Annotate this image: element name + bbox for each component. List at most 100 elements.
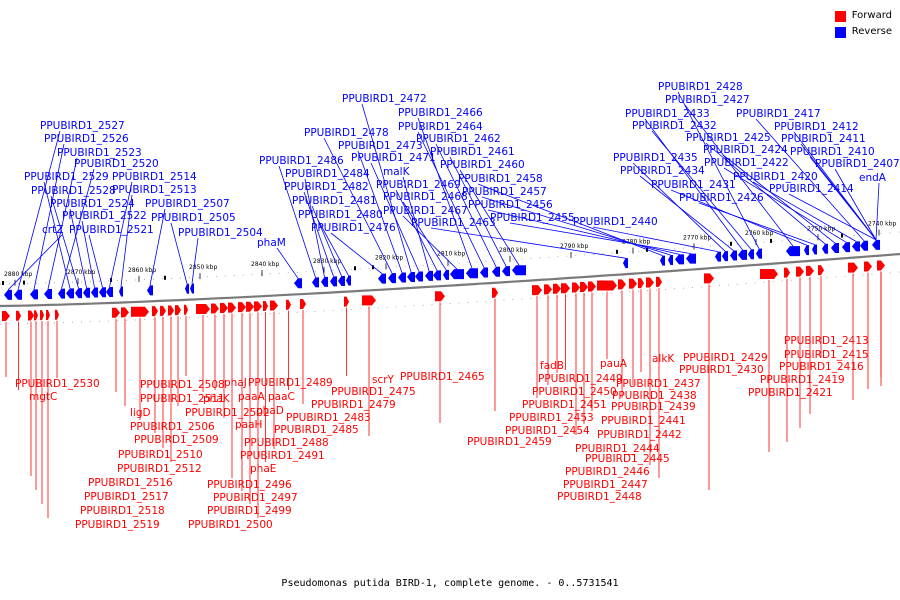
- reverse-gene: [738, 249, 747, 260]
- forward-gene-label: PPUBIRD1_2496: [207, 479, 292, 491]
- forward-gene-label: PPUBIRD1_2430: [679, 364, 764, 376]
- reverse-gene: [415, 271, 423, 282]
- forward-gene-label: PPUBIRD1_2442: [597, 429, 682, 441]
- reverse-gene-label-leader: [834, 168, 877, 241]
- forward-gene: [270, 300, 278, 311]
- reverse-gene-label: PPUBIRD1_2455: [490, 212, 575, 224]
- forward-gene-label: PPUBIRD1_2512: [117, 463, 202, 475]
- reverse-gene: [660, 255, 665, 266]
- reverse-gene: [119, 286, 123, 297]
- reverse-gene-label: PPUBIRD1_2412: [774, 121, 859, 133]
- forward-gene-label: fadB: [540, 360, 564, 372]
- reverse-gene: [147, 285, 153, 296]
- reverse-gene-label: PPUBIRD1_2417: [736, 108, 821, 120]
- legend-forward-label: Forward: [851, 10, 892, 21]
- forward-gene-label: PPUBIRD1_2413: [784, 335, 869, 347]
- forward-gene: [572, 282, 580, 293]
- reverse-gene: [722, 251, 728, 262]
- reverse-gene-label: PPUBIRD1_2457: [462, 186, 547, 198]
- reverse-gene-label-leader: [459, 169, 520, 266]
- reverse-gene-label: phaM: [257, 237, 286, 249]
- reverse-gene: [407, 271, 415, 282]
- reverse-gene: [872, 239, 880, 250]
- reverse-gene-label-leader: [755, 118, 865, 242]
- reverse-gene-label-leader: [109, 181, 133, 288]
- tick-label: 2740 kbp: [868, 221, 896, 228]
- reverse-gene: [466, 268, 478, 279]
- reverse-gene-label-leader: [370, 162, 420, 272]
- reverse-gene-label: PPUBIRD1_2460: [440, 159, 525, 171]
- forward-gene: [160, 305, 166, 316]
- forward-gene-label: PPUBIRD1_2489: [248, 377, 333, 389]
- reverse-gene-label: endA: [859, 172, 887, 184]
- reverse-gene: [190, 283, 194, 294]
- forward-gene-label: scrY: [372, 374, 395, 386]
- reverse-gene: [786, 246, 800, 257]
- gene-marker: [164, 275, 166, 280]
- reverse-gene: [4, 289, 12, 300]
- forward-gene-label: PPUBIRD1_2483: [286, 412, 371, 424]
- forward-gene: [561, 283, 570, 294]
- forward-gene: [597, 280, 617, 291]
- forward-gene-label: PPUBIRD1_2439: [611, 401, 696, 413]
- reverse-gene-label-leader: [449, 156, 507, 267]
- forward-gene: [2, 310, 10, 321]
- forward-gene: [112, 307, 120, 318]
- reverse-gene: [66, 288, 74, 299]
- forward-gene: [246, 301, 254, 312]
- tick-label: 2880 kbp: [4, 271, 32, 278]
- forward-gene-label: PPUBIRD1_2421: [748, 387, 833, 399]
- forward-gene: [704, 273, 714, 284]
- reverse-gene: [106, 286, 113, 297]
- reverse-gene-label: PPUBIRD1_2461: [430, 146, 515, 158]
- legend-reverse-label: Reverse: [851, 26, 892, 37]
- reverse-gene-label: PPUBIRD1_2427: [665, 94, 750, 106]
- reverse-gene-label: PPUBIRD1_2440: [573, 216, 658, 228]
- reverse-gene-label: PPUBIRD1_2472: [342, 93, 427, 105]
- forward-gene-label: PPUBIRD1_2500: [188, 519, 273, 531]
- forward-gene: [28, 310, 34, 321]
- reverse-gene-label-leader: [47, 157, 78, 290]
- reverse-gene-label-leader: [639, 175, 734, 251]
- gene-marker: [23, 280, 25, 285]
- forward-gene-label: PPUBIRD1_2479: [311, 399, 396, 411]
- reverse-gene: [388, 273, 396, 284]
- reverse-gene-label-leader: [417, 131, 485, 268]
- forward-gene-label: PPUBIRD1_2437: [616, 378, 701, 390]
- reverse-gene: [812, 244, 817, 255]
- forward-gene-label: PPUBIRD1_2519: [75, 519, 160, 531]
- reverse-gene-label-leader: [317, 219, 349, 276]
- reverse-gene-label: PPUBIRD1_2410: [790, 146, 875, 158]
- genome-caption: Pseudomonas putida BIRD-1, complete geno…: [281, 578, 619, 589]
- reverse-gene-label: PPUBIRD1_2425: [686, 132, 771, 144]
- reverse-gene-label-leader: [487, 209, 680, 255]
- forward-gene-label: PPUBIRD1_2518: [80, 505, 165, 517]
- reverse-gene-label-leader: [50, 195, 79, 289]
- forward-gene-label: PPUBIRD1_2488: [244, 437, 329, 449]
- reverse-gene-label-leader: [357, 150, 403, 273]
- reverse-gene-label-leader: [402, 215, 458, 270]
- forward-gene: [435, 291, 445, 302]
- reverse-gene-label: crtZ: [42, 224, 63, 236]
- forward-gene: [196, 304, 210, 315]
- reverse-gene-label: PPUBIRD1_2480: [298, 209, 383, 221]
- forward-gene: [553, 283, 561, 294]
- reverse-gene-label: PPUBIRD1_2411: [781, 133, 866, 145]
- reverse-gene-label: PPUBIRD1_2462: [416, 133, 501, 145]
- reverse-gene-label-leader: [509, 222, 692, 254]
- forward-gene-label: PPUBIRD1_2419: [760, 374, 845, 386]
- forward-gene-label: paaA: [238, 391, 266, 403]
- reverse-gene-label-leader: [69, 208, 87, 288]
- reverse-gene-label-leader: [311, 205, 342, 277]
- reverse-gene: [294, 278, 302, 289]
- gene-features: [2, 233, 885, 321]
- forward-gene-label: PPUBIRD1_2453: [509, 412, 594, 424]
- reverse-gene-label: PPUBIRD1_2424: [703, 144, 788, 156]
- reverse-gene-label-leader: [395, 189, 438, 271]
- reverse-gene: [852, 241, 860, 252]
- forward-gene-label: PPUBIRD1_2465: [400, 371, 485, 383]
- reverse-gene-label: malK: [383, 166, 411, 178]
- reverse-gene-label: PPUBIRD1_2482: [284, 181, 369, 193]
- forward-gene: [211, 303, 219, 314]
